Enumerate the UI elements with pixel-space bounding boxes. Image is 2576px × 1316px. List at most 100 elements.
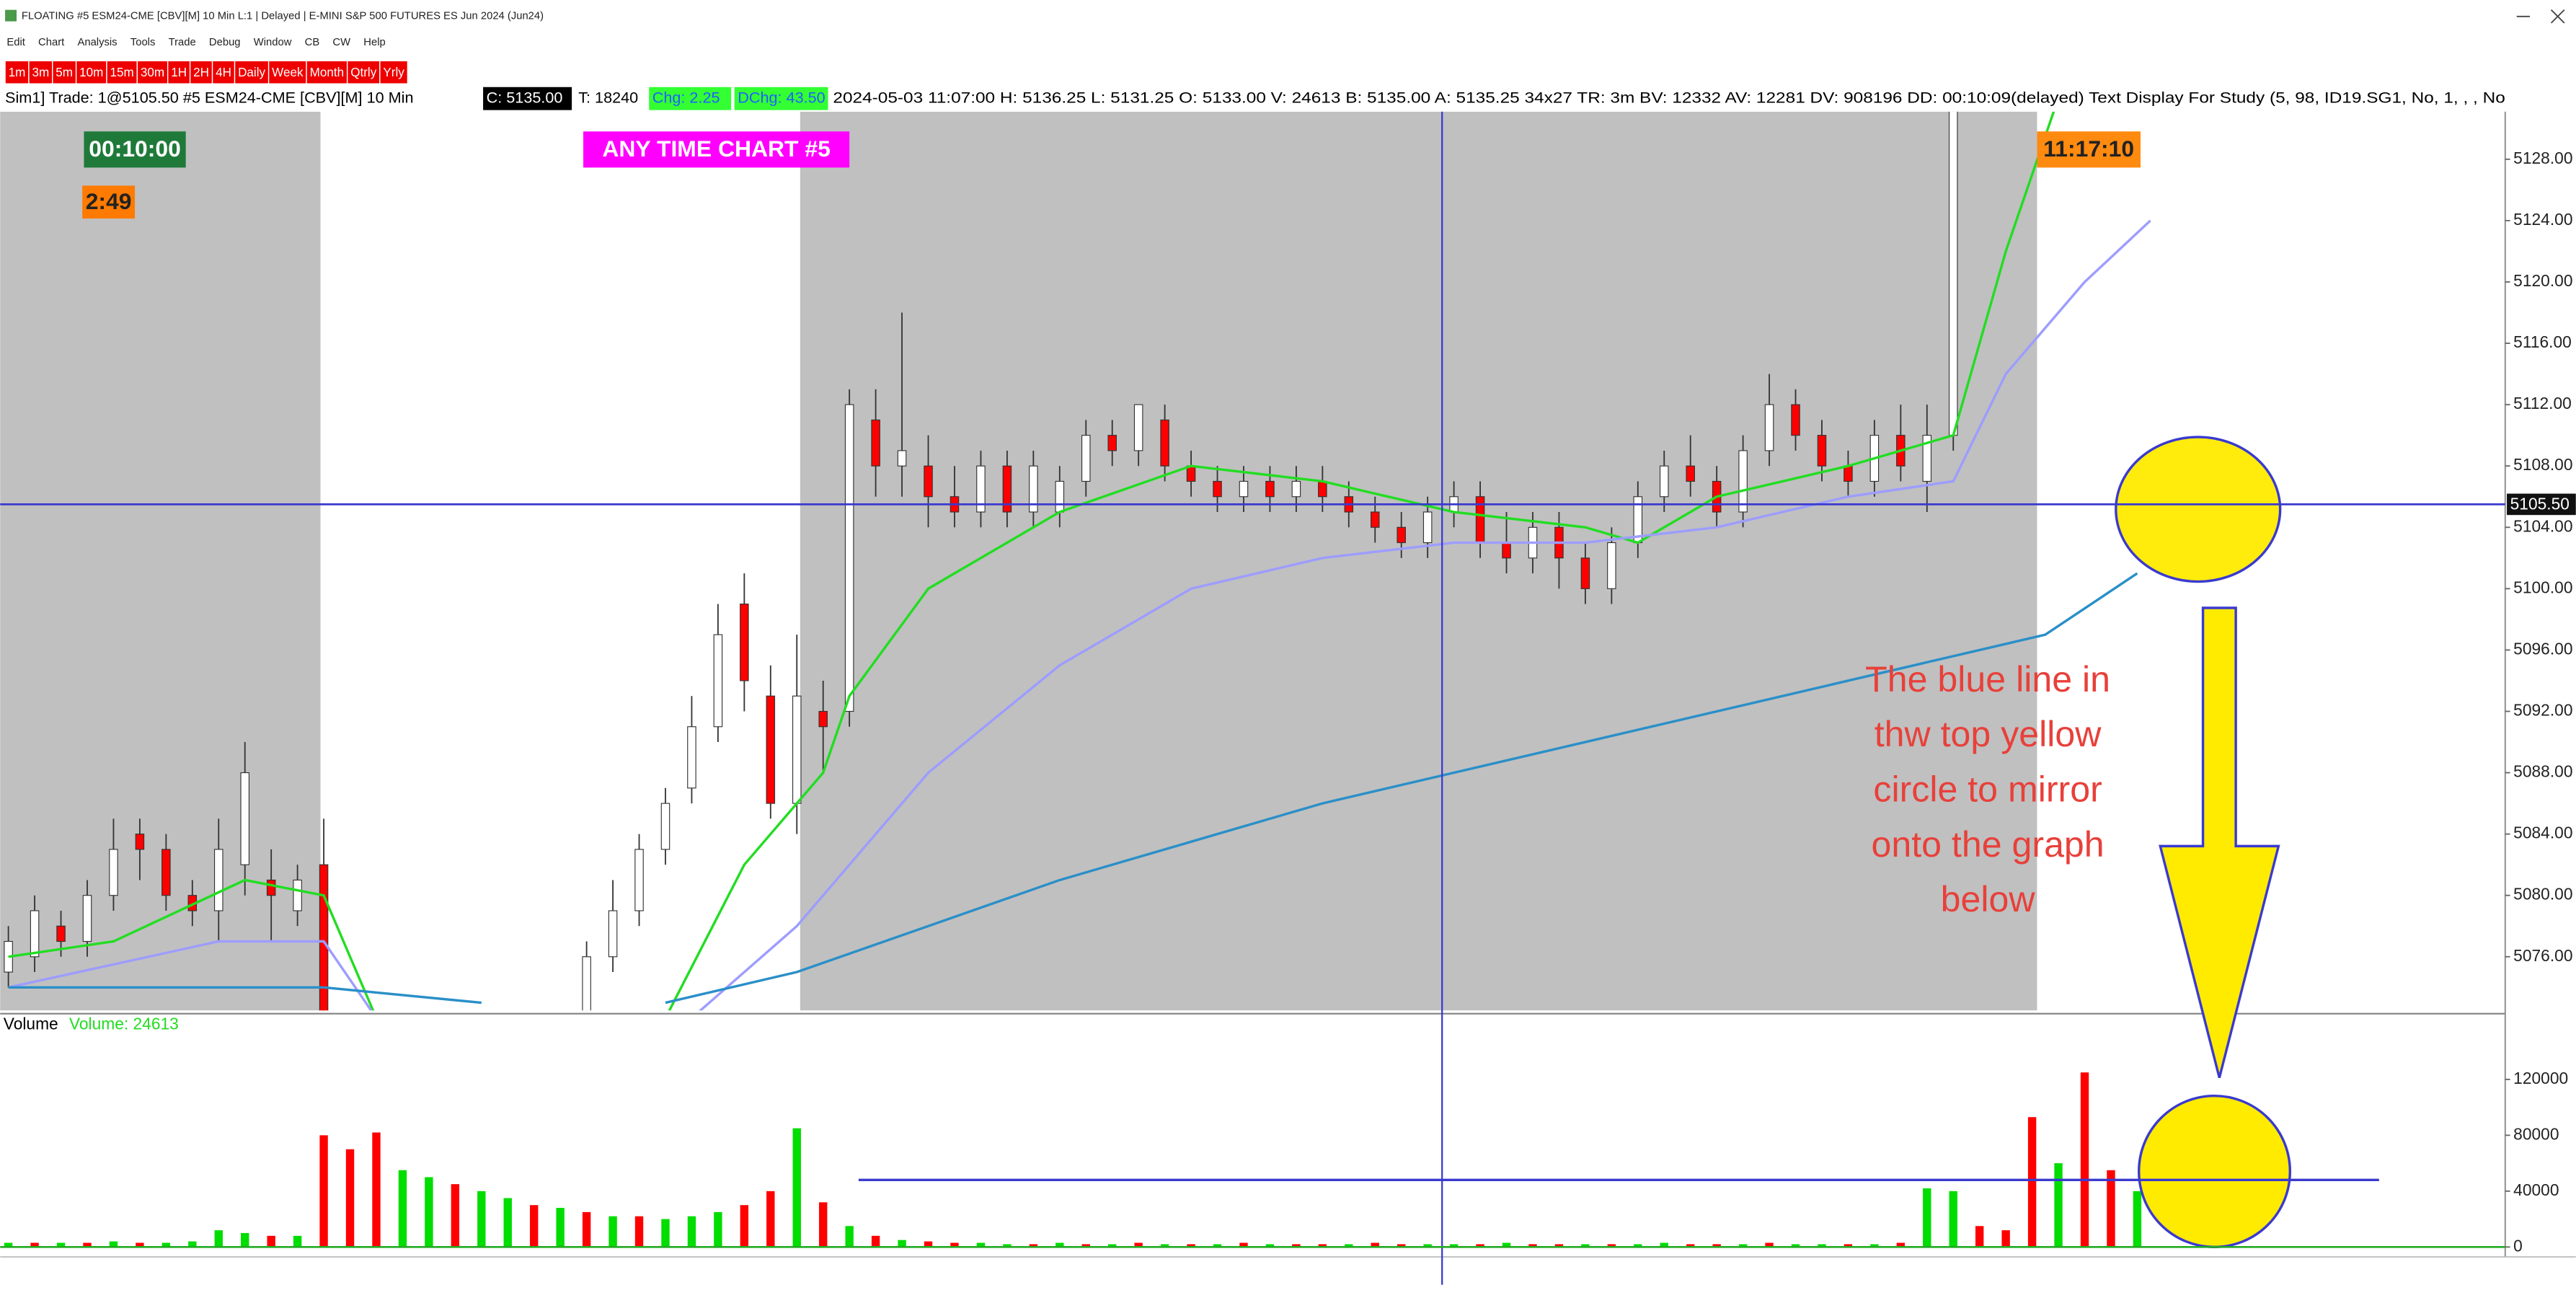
volume-bar bbox=[4, 1242, 13, 1247]
candle-body bbox=[660, 803, 670, 850]
close-box bbox=[483, 87, 572, 110]
volume-bar bbox=[1029, 1244, 1038, 1247]
volume-bar bbox=[2054, 1163, 2063, 1247]
day-change-box bbox=[734, 87, 828, 110]
menu-item[interactable]: CB bbox=[305, 37, 320, 48]
volume-bar bbox=[1975, 1226, 1984, 1247]
timeframe-button[interactable]: Week bbox=[267, 60, 307, 84]
candle-body bbox=[1160, 419, 1169, 467]
volume-bar bbox=[976, 1242, 986, 1247]
timeframe-button[interactable]: Month bbox=[306, 60, 348, 84]
timeframe-button[interactable]: Daily bbox=[234, 60, 270, 84]
timeframe-button[interactable]: 3m bbox=[28, 60, 53, 84]
candle-body bbox=[1029, 465, 1038, 513]
volume-bar bbox=[2107, 1170, 2115, 1247]
menu-bar: Edit Chart Analysis Tools Trade Debug Window CB… bbox=[6, 37, 385, 48]
candle-body bbox=[1659, 465, 1669, 498]
timeframe-button[interactable]: 5m bbox=[52, 60, 77, 84]
menu-item[interactable]: Analysis bbox=[77, 37, 117, 48]
timeframe-bg bbox=[4, 60, 30, 84]
candle-body bbox=[1738, 450, 1748, 513]
volume-bar bbox=[1896, 1242, 1906, 1247]
volume-bar bbox=[871, 1235, 880, 1247]
volume-bar bbox=[898, 1240, 906, 1247]
timeframe-bg bbox=[189, 60, 213, 84]
volume-bar bbox=[1449, 1244, 1459, 1247]
menu-item[interactable]: Window bbox=[254, 37, 292, 48]
y-tick-label: 5108.00 bbox=[2513, 455, 2572, 474]
timeframe-bg bbox=[379, 60, 409, 84]
volume-bar bbox=[1634, 1244, 1642, 1247]
volume-value: Volume: 24613 bbox=[69, 1015, 179, 1033]
candle-body bbox=[30, 910, 40, 958]
menu-item[interactable]: CW bbox=[332, 37, 350, 48]
volume-bar bbox=[2080, 1072, 2089, 1247]
volume-bar bbox=[1345, 1244, 1353, 1247]
timeframe-button[interactable]: 4H bbox=[211, 60, 236, 84]
y-tick-label: 5104.00 bbox=[2513, 516, 2572, 535]
menu-item[interactable]: Chart bbox=[38, 37, 64, 48]
volume-bar bbox=[1397, 1244, 1406, 1247]
arrow bbox=[2159, 606, 2280, 1079]
menu-item[interactable]: Trade bbox=[169, 37, 196, 48]
timeframe-label: Qtrly bbox=[350, 66, 377, 79]
volume-bar bbox=[1818, 1244, 1826, 1247]
timeframe-label: 10m bbox=[79, 66, 103, 79]
volume-plot bbox=[4, 1072, 2142, 1247]
volume-bar bbox=[608, 1216, 617, 1247]
timeframe-label: 1m bbox=[9, 66, 26, 79]
volume-bar bbox=[503, 1198, 512, 1247]
candle-body bbox=[1397, 526, 1406, 544]
candle-body bbox=[1291, 480, 1301, 498]
volume-bar bbox=[1502, 1242, 1511, 1247]
menu-item[interactable]: Debug bbox=[209, 37, 241, 48]
volume-bar bbox=[1554, 1244, 1564, 1247]
annotation: The blue line in thw top yellow circle to … bbox=[1865, 659, 2110, 919]
candle-body bbox=[1948, 111, 1958, 436]
timeframe-button[interactable]: 1m bbox=[4, 60, 30, 84]
timeframe-button[interactable]: 1H bbox=[167, 60, 191, 84]
menu-item[interactable]: Edit bbox=[6, 37, 25, 48]
highlight-circle bbox=[2138, 1094, 2292, 1249]
axes: 5105.50 5076.00 5080.00 5084.00 5088.00 5092.… bbox=[2505, 149, 2576, 1255]
price-line-label: 5105.50 bbox=[2510, 495, 2570, 513]
timeframe-button[interactable]: 30m bbox=[136, 60, 169, 84]
volume-bar bbox=[2027, 1117, 2037, 1247]
volume-bar bbox=[1160, 1244, 1169, 1247]
timeframe-label: Yrly bbox=[383, 66, 404, 79]
volume-bar bbox=[1870, 1244, 1879, 1247]
volume-bar bbox=[634, 1216, 644, 1247]
timeframe-bg bbox=[75, 60, 107, 84]
y-tick-label: 5092.00 bbox=[2513, 701, 2572, 720]
volume-bar bbox=[241, 1232, 249, 1247]
timeframe-bg bbox=[234, 60, 270, 84]
menu-item[interactable]: Help bbox=[363, 37, 385, 48]
candle-body bbox=[1133, 404, 1143, 451]
candle-body bbox=[161, 849, 171, 896]
volume-bar bbox=[1528, 1244, 1537, 1247]
volume-bar bbox=[1660, 1242, 1668, 1247]
change-box bbox=[649, 87, 732, 110]
y-tick-label: 5124.00 bbox=[2513, 210, 2572, 229]
timeframe-button[interactable]: 10m bbox=[75, 60, 107, 84]
change: Chg: 2.25 bbox=[652, 88, 720, 106]
menu-item[interactable]: Tools bbox=[130, 37, 156, 48]
volume-bar bbox=[319, 1135, 328, 1247]
timeframe-button[interactable]: Yrly bbox=[379, 60, 409, 84]
candle-body bbox=[818, 710, 828, 728]
countdown: 2:49 bbox=[86, 188, 132, 214]
volume-bar bbox=[1239, 1242, 1248, 1247]
price-plot bbox=[4, 111, 2151, 1011]
volume-bar bbox=[1213, 1244, 1222, 1247]
timeframe-bar: 1m 3m 5m 10m 15m 30m 1H 2H 4H Daily Week Month Qtrly… bbox=[4, 60, 409, 84]
candle-body bbox=[1265, 480, 1275, 498]
candle-body bbox=[713, 634, 723, 728]
timeframe-button[interactable]: 2H bbox=[189, 60, 213, 84]
timeframe-button[interactable]: Qtrly bbox=[346, 60, 381, 84]
volume-bar bbox=[1318, 1244, 1327, 1247]
moving-average bbox=[8, 111, 2055, 1011]
close-button[interactable] bbox=[2550, 9, 2565, 24]
timeframe-button[interactable]: 15m bbox=[106, 60, 138, 84]
trade-count: T: 18240 bbox=[578, 88, 638, 106]
